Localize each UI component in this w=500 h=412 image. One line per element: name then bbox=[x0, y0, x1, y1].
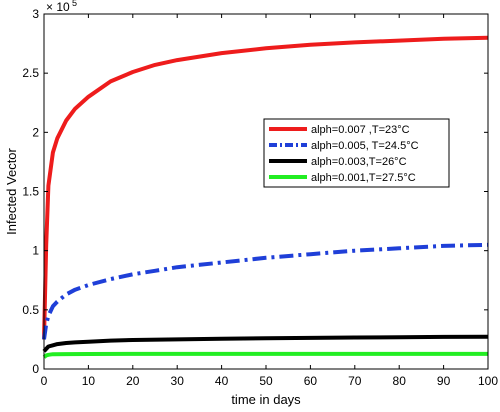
x-tick-label: 60 bbox=[304, 374, 318, 388]
x-tick-label: 0 bbox=[41, 374, 48, 388]
x-tick-label: 70 bbox=[348, 374, 362, 388]
x-tick-label: 10 bbox=[82, 374, 96, 388]
legend: alph=0.007 ,T=23°C alph=0.005, T=24.5°C al… bbox=[263, 118, 450, 188]
y-tick-label: 2 bbox=[32, 125, 39, 139]
legend-label-1: alph=0.007 ,T=23°C bbox=[311, 124, 410, 136]
y-tick-label: 1 bbox=[32, 244, 39, 258]
series-line-1 bbox=[42, 35, 489, 340]
legend-label-3: alph=0.003,T=26°C bbox=[311, 156, 407, 168]
x-tick-label: 30 bbox=[171, 374, 185, 388]
x-tick-label: 100 bbox=[478, 374, 498, 388]
y-tick-label: 0 bbox=[32, 362, 39, 376]
legend-label-4: alph=0.001,T=27.5°C bbox=[311, 172, 416, 184]
legend-label-2: alph=0.005, T=24.5°C bbox=[311, 140, 419, 152]
x-tick-label: 40 bbox=[215, 374, 229, 388]
x-tick-label: 20 bbox=[126, 374, 140, 388]
y-tick-label: 0.5 bbox=[22, 303, 39, 317]
series-line-4 bbox=[42, 351, 488, 359]
y-tick-label: 1.5 bbox=[22, 185, 39, 199]
y-axis-title: Infected Vector bbox=[4, 147, 19, 234]
x-tick-label: 90 bbox=[437, 374, 451, 388]
x-tick-label: 50 bbox=[259, 374, 273, 388]
series-line-3 bbox=[42, 334, 489, 353]
y-tick-label: 3 bbox=[32, 7, 39, 21]
axis-ticks: 0 10 20 30 40 50 60 70 80 90 100 0 0.5 1 1.5 2 2.5 3 bbox=[22, 7, 498, 388]
plot-frame bbox=[43, 13, 489, 370]
y-exponent-power: 5 bbox=[72, 0, 77, 8]
x-axis-title: time in days bbox=[231, 392, 301, 407]
x-tick-label: 80 bbox=[393, 374, 407, 388]
series-line-2 bbox=[42, 242, 489, 340]
y-exponent-label: × 10 bbox=[46, 0, 70, 14]
series-lines bbox=[42, 35, 489, 359]
y-tick-label: 2.5 bbox=[22, 66, 39, 80]
